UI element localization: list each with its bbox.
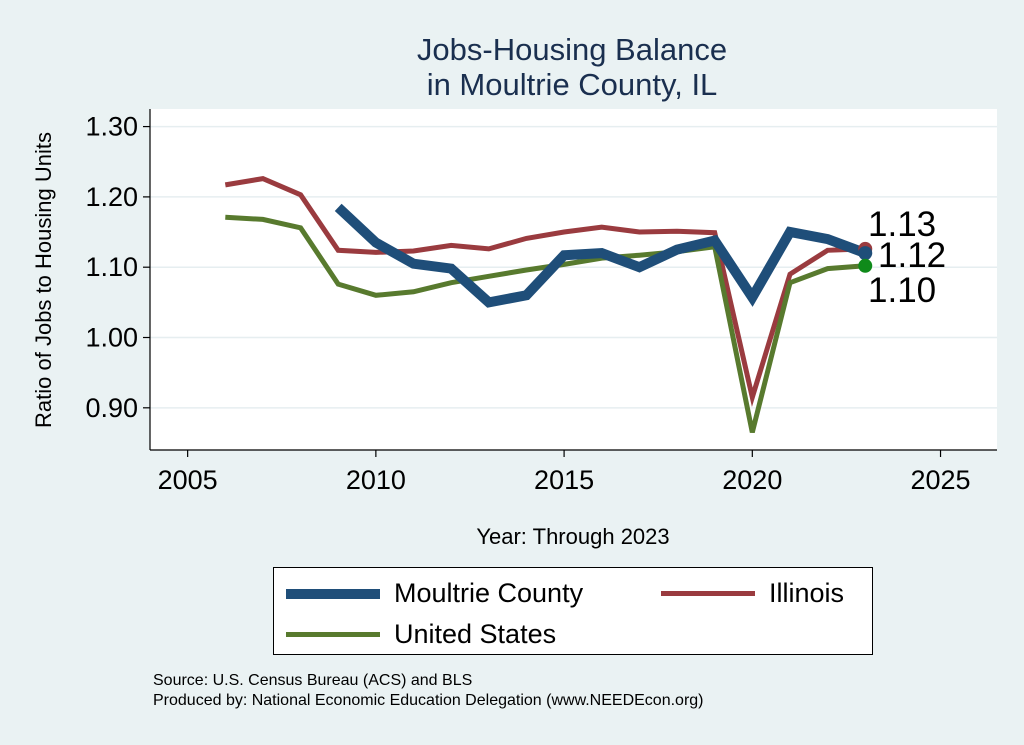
series-line-united-states [225, 214, 866, 434]
y-axis-label: Ratio of Jobs to Housing Units [31, 132, 56, 428]
y-tick-label: 1.20 [85, 182, 138, 212]
legend-swatch-moultrie-county [286, 588, 380, 599]
y-tick-label: 1.00 [85, 323, 138, 353]
source-note: Source: U.S. Census Bureau (ACS) and BLS [153, 672, 473, 689]
series-line-moultrie-county [334, 203, 867, 308]
legend-label: Illinois [769, 578, 845, 608]
series-lines [224, 176, 867, 434]
legend-swatch-united-states [286, 632, 380, 637]
x-tick-label: 2015 [534, 465, 594, 495]
legend-swatch-illinois [661, 591, 755, 596]
chart-title-line-2: in Moultrie County, IL [426, 67, 718, 102]
legend-label: Moultrie County [394, 578, 584, 608]
produced-by-note: Produced by: National Economic Education… [153, 692, 704, 709]
end-marker [858, 246, 873, 261]
legend-item-illinois: Illinois [661, 578, 844, 609]
end-value-label: 1.13 [868, 205, 936, 244]
x-tick-label: 2025 [910, 465, 970, 495]
end-value-label: 1.12 [878, 236, 946, 275]
x-ticks: 2005 2010 2015 2020 2025 [158, 450, 971, 495]
end-markers: 1.131.121.10 [858, 205, 946, 310]
y-tick-label: 0.90 [85, 393, 138, 423]
chart-title-line-1: Jobs-Housing Balance [416, 32, 728, 67]
x-tick-label: 2020 [722, 465, 782, 495]
plot-area [150, 109, 997, 450]
y-tick-label: 1.30 [85, 112, 138, 142]
end-marker [858, 258, 873, 273]
end-value-label: 1.10 [868, 271, 936, 310]
y-ticks: 0.90 1.00 1.10 1.20 1.30 [85, 112, 150, 423]
legend-item-moultrie-county: Moultrie County [286, 578, 583, 609]
x-tick-label: 2010 [346, 465, 406, 495]
y-tick-label: 1.10 [85, 252, 138, 282]
x-axis-label: Year: Through 2023 [476, 524, 669, 549]
legend-label: United States [394, 619, 557, 649]
legend-item-united-states: United States [286, 619, 556, 650]
legend: Moultrie County Illinois United States [273, 567, 873, 655]
series-line-illinois [224, 176, 866, 407]
x-tick-label: 2005 [158, 465, 218, 495]
